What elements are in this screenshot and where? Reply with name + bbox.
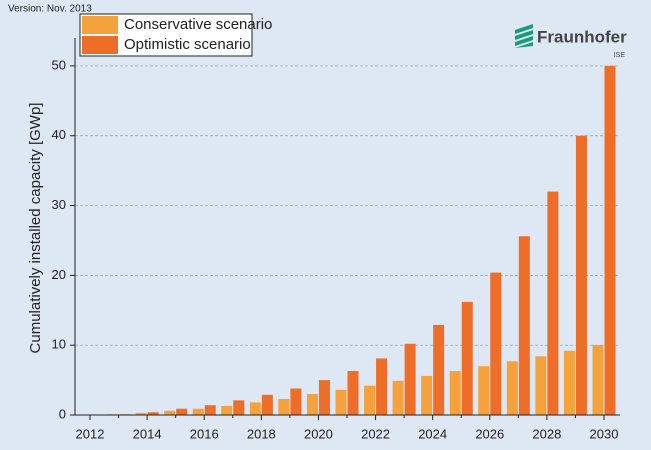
y-tick-label: 0 — [59, 406, 66, 421]
bar — [506, 361, 518, 415]
x-tick-label: 2030 — [590, 426, 619, 441]
bar — [249, 402, 261, 415]
version-note: Version: Nov. 2013 — [8, 4, 92, 15]
bar — [535, 356, 547, 415]
bar — [278, 398, 290, 415]
legend-label: Conservative scenario — [124, 16, 272, 33]
x-tick-label: 2026 — [475, 426, 504, 441]
bar — [575, 135, 587, 416]
bar — [147, 412, 159, 415]
x-tick-label: 2028 — [532, 426, 561, 441]
legend-swatch — [82, 16, 118, 34]
bar — [233, 400, 245, 415]
legend-label: Optimistic scenario — [124, 36, 251, 53]
bar — [404, 343, 416, 415]
x-tick-label: 2012 — [76, 426, 105, 441]
bar — [347, 371, 359, 415]
bar — [135, 412, 147, 415]
legend-swatch — [82, 36, 118, 54]
bar — [392, 380, 404, 415]
bar — [547, 191, 559, 415]
bar — [478, 366, 490, 415]
bar — [335, 389, 347, 415]
bar — [433, 324, 445, 415]
logo-sub: ISE — [614, 52, 626, 59]
x-tick-label: 2022 — [361, 426, 390, 441]
bar — [290, 388, 302, 415]
y-tick-label: 10 — [52, 337, 66, 352]
x-tick-label: 2024 — [418, 426, 447, 441]
y-tick-label: 50 — [52, 57, 66, 72]
x-tick-label: 2020 — [304, 426, 333, 441]
bar — [164, 410, 176, 415]
bar — [261, 394, 273, 415]
x-tick-label: 2016 — [190, 426, 219, 441]
bar — [490, 272, 502, 415]
bar — [461, 301, 473, 415]
bar — [364, 385, 376, 415]
bar — [376, 358, 388, 415]
bar — [592, 345, 604, 415]
y-tick-label: 30 — [52, 197, 66, 212]
bar — [221, 405, 233, 415]
y-tick-label: 20 — [52, 267, 66, 282]
y-tick-label: 40 — [52, 127, 66, 142]
bar — [192, 408, 204, 415]
bar — [604, 65, 616, 415]
x-tick-label: 2014 — [133, 426, 162, 441]
bar — [306, 394, 318, 415]
bar — [421, 375, 433, 415]
logo-icon — [515, 24, 533, 48]
bar — [204, 405, 216, 415]
bar — [449, 371, 461, 415]
x-tick-label: 2018 — [247, 426, 276, 441]
bar — [318, 380, 330, 415]
bar — [518, 236, 530, 415]
logo-name: Fraunhofer — [537, 27, 627, 46]
bar — [563, 350, 575, 415]
y-axis-label: Cumulatively installed capacity [GWp] — [27, 103, 44, 354]
bar — [176, 408, 188, 415]
